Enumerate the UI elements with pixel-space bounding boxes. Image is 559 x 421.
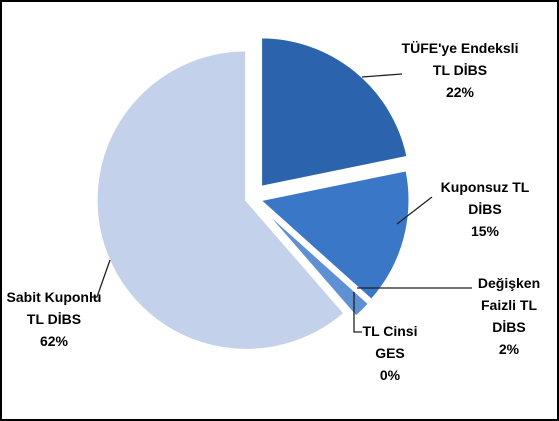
leader-line	[361, 73, 403, 78]
pie-slice	[257, 168, 411, 302]
slice-label: Kuponsuz TL DİBS 15%	[440, 176, 530, 242]
category-label: Sabit Kuponlu TL DİBS	[6, 289, 102, 327]
leader-line	[396, 196, 433, 225]
slice-label: Değişken Faizli TL DİBS 2%	[468, 272, 550, 360]
value-label: 22%	[445, 84, 475, 100]
slice-label: TL Cinsi GES 0%	[357, 320, 423, 386]
leader-line	[90, 259, 111, 298]
category-label: TÜFE'ye Endeksli TL DİBS	[401, 40, 519, 78]
value-label: 62%	[39, 333, 69, 349]
leader-line	[353, 292, 362, 333]
value-label: 2%	[498, 341, 520, 357]
category-label: Kuponsuz TL DİBS	[440, 179, 530, 217]
leader-lines	[90, 73, 472, 333]
pie-slice	[259, 35, 410, 189]
slice-label: Sabit Kuponlu TL DİBS 62%	[4, 286, 104, 352]
value-label: 0%	[379, 367, 401, 383]
slice-label: TÜFE'ye Endeksli TL DİBS 22%	[400, 37, 520, 103]
value-label: 15%	[470, 223, 500, 239]
pie-slice	[95, 48, 347, 352]
category-label: TL Cinsi GES	[362, 323, 418, 361]
category-label: Değişken Faizli TL DİBS	[477, 275, 541, 335]
